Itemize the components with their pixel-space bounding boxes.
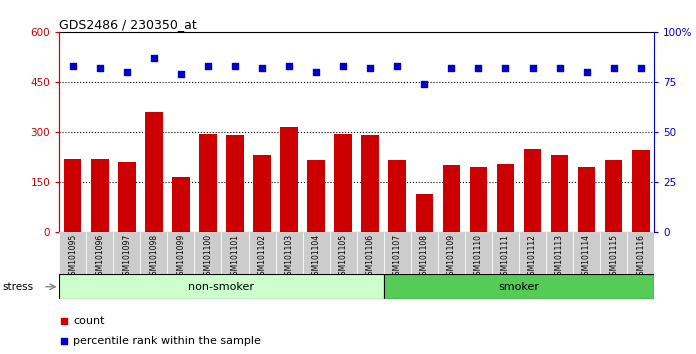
Bar bbox=[416, 194, 433, 232]
Bar bbox=[383, 232, 411, 274]
Point bbox=[148, 55, 159, 61]
Bar bbox=[167, 232, 194, 274]
Bar bbox=[86, 232, 113, 274]
Bar bbox=[523, 149, 541, 232]
Point bbox=[500, 65, 511, 71]
Point bbox=[203, 63, 214, 69]
Bar bbox=[383, 274, 654, 299]
Text: count: count bbox=[73, 316, 104, 326]
Point bbox=[256, 65, 267, 71]
Bar bbox=[221, 232, 248, 274]
Bar bbox=[59, 232, 86, 274]
Bar bbox=[145, 112, 163, 232]
Text: GSM101106: GSM101106 bbox=[365, 234, 374, 280]
Bar bbox=[334, 133, 352, 232]
Bar bbox=[361, 135, 379, 232]
Text: GSM101114: GSM101114 bbox=[582, 234, 591, 280]
Text: GSM101115: GSM101115 bbox=[609, 234, 618, 280]
Text: GSM101101: GSM101101 bbox=[230, 234, 239, 280]
Bar bbox=[226, 135, 244, 232]
Text: GSM101104: GSM101104 bbox=[312, 234, 321, 280]
Text: GSM101102: GSM101102 bbox=[258, 234, 267, 280]
Text: GSM101108: GSM101108 bbox=[420, 234, 429, 280]
Point bbox=[419, 81, 430, 87]
Bar bbox=[357, 232, 383, 274]
Bar bbox=[64, 159, 81, 232]
Bar bbox=[627, 232, 654, 274]
Text: GSM101100: GSM101100 bbox=[203, 234, 212, 280]
Bar bbox=[199, 133, 216, 232]
Bar bbox=[546, 232, 573, 274]
Bar bbox=[303, 232, 330, 274]
Bar bbox=[248, 232, 276, 274]
Bar bbox=[308, 160, 325, 232]
Bar bbox=[438, 232, 465, 274]
Point bbox=[392, 63, 403, 69]
Text: GSM101103: GSM101103 bbox=[285, 234, 294, 280]
Point bbox=[275, 95, 286, 100]
Bar bbox=[388, 160, 406, 232]
Text: GSM101109: GSM101109 bbox=[447, 234, 456, 280]
Point bbox=[446, 65, 457, 71]
Bar bbox=[600, 232, 627, 274]
Text: GSM101116: GSM101116 bbox=[636, 234, 645, 280]
Point bbox=[121, 69, 132, 75]
Bar bbox=[470, 167, 487, 232]
Text: GSM101112: GSM101112 bbox=[528, 234, 537, 280]
Text: GSM101097: GSM101097 bbox=[122, 234, 132, 280]
Point bbox=[275, 268, 286, 274]
Bar bbox=[141, 232, 167, 274]
Text: smoker: smoker bbox=[498, 282, 539, 292]
Bar bbox=[632, 150, 649, 232]
Point bbox=[338, 63, 349, 69]
Bar bbox=[411, 232, 438, 274]
Bar bbox=[91, 159, 109, 232]
Bar bbox=[113, 232, 141, 274]
Point bbox=[635, 65, 647, 71]
Bar bbox=[443, 165, 460, 232]
Text: percentile rank within the sample: percentile rank within the sample bbox=[73, 336, 261, 346]
Bar bbox=[118, 162, 136, 232]
Text: stress: stress bbox=[2, 282, 33, 292]
Point bbox=[310, 69, 322, 75]
Bar bbox=[492, 232, 519, 274]
Text: GSM101111: GSM101111 bbox=[501, 234, 510, 280]
Point bbox=[94, 65, 105, 71]
Point bbox=[581, 69, 592, 75]
Text: non-smoker: non-smoker bbox=[189, 282, 255, 292]
Bar bbox=[605, 160, 622, 232]
Text: GSM101110: GSM101110 bbox=[474, 234, 483, 280]
Bar bbox=[497, 164, 514, 232]
Point bbox=[230, 63, 241, 69]
Text: GSM101107: GSM101107 bbox=[393, 234, 402, 280]
Point bbox=[473, 65, 484, 71]
Point bbox=[67, 63, 78, 69]
Text: GSM101099: GSM101099 bbox=[176, 234, 185, 280]
Bar bbox=[465, 232, 492, 274]
Bar bbox=[276, 232, 303, 274]
Point bbox=[175, 71, 187, 77]
Point bbox=[365, 65, 376, 71]
Text: GSM101113: GSM101113 bbox=[555, 234, 564, 280]
Bar bbox=[280, 127, 298, 232]
Point bbox=[283, 63, 294, 69]
Bar bbox=[551, 155, 569, 232]
Bar bbox=[59, 274, 383, 299]
Text: GSM101098: GSM101098 bbox=[150, 234, 158, 280]
Bar bbox=[573, 232, 600, 274]
Bar bbox=[578, 167, 595, 232]
Bar bbox=[519, 232, 546, 274]
Text: GSM101096: GSM101096 bbox=[95, 234, 104, 280]
Text: GDS2486 / 230350_at: GDS2486 / 230350_at bbox=[59, 18, 197, 31]
Bar bbox=[194, 232, 221, 274]
Bar bbox=[172, 177, 190, 232]
Text: GSM101095: GSM101095 bbox=[68, 234, 77, 280]
Text: GSM101105: GSM101105 bbox=[339, 234, 348, 280]
Point bbox=[554, 65, 565, 71]
Point bbox=[608, 65, 619, 71]
Bar bbox=[253, 155, 271, 232]
Point bbox=[527, 65, 538, 71]
Bar bbox=[330, 232, 357, 274]
